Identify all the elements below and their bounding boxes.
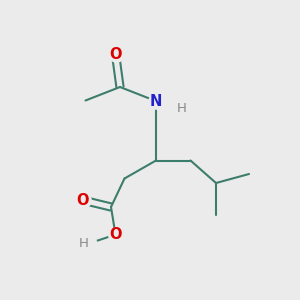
Text: O: O — [109, 227, 122, 242]
Text: H: H — [79, 237, 88, 250]
Text: O: O — [76, 193, 89, 208]
Text: H: H — [177, 101, 187, 115]
Text: O: O — [109, 46, 122, 62]
Text: N: N — [150, 94, 162, 109]
